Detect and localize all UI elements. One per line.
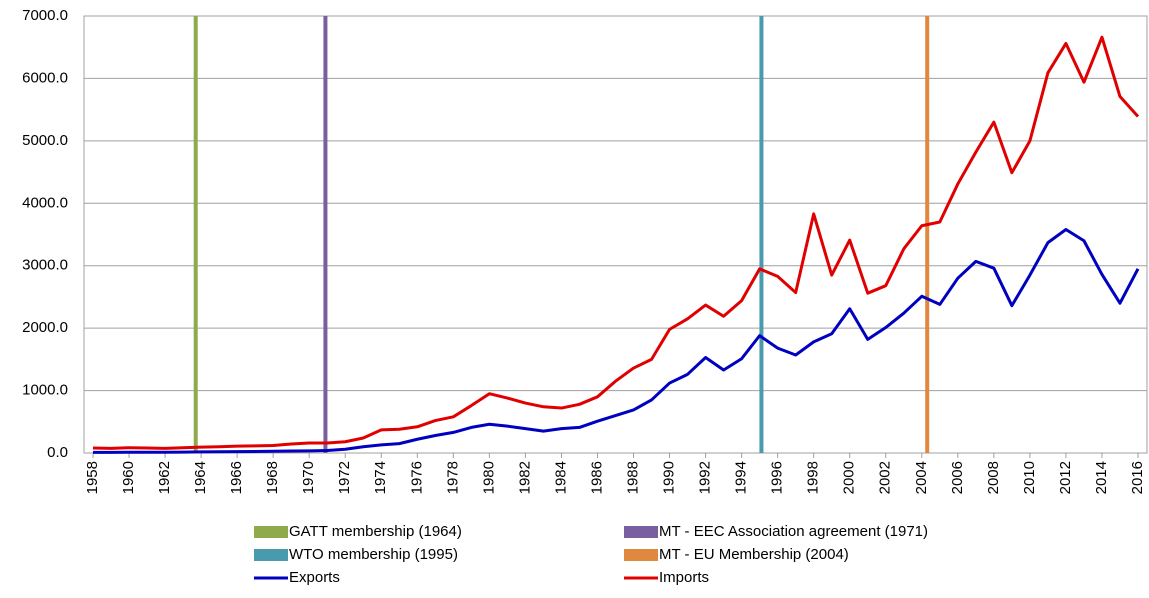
legend-swatch: [624, 549, 658, 561]
legend-swatch: [254, 526, 288, 538]
x-tick-label: 2002: [877, 461, 894, 494]
x-tick-label: 1996: [769, 461, 786, 494]
x-tick-label: 1968: [264, 461, 281, 494]
x-tick-label: 1984: [552, 461, 569, 494]
legend-label: MT - EEC Association agreement (1971): [659, 523, 928, 540]
y-tick-label: 1000.0: [22, 382, 68, 399]
x-tick-label: 1958: [84, 461, 101, 494]
series-line: [92, 35, 1140, 450]
x-tick-label: 1994: [733, 461, 750, 494]
legend-label: MT - EU Membership (2004): [659, 546, 849, 563]
y-tick-label: 5000.0: [22, 132, 68, 149]
x-tick-label: 2008: [985, 461, 1002, 494]
x-tick-label: 1990: [661, 461, 678, 494]
x-tick-label: 2012: [1057, 461, 1074, 494]
series-line: [93, 228, 1140, 454]
x-tick-label: 1974: [372, 461, 389, 494]
x-tick-label: 1976: [408, 461, 425, 494]
x-tick-label: 2016: [1129, 461, 1146, 494]
x-tick-label: 1998: [805, 461, 822, 494]
x-tick-label: 1978: [444, 461, 461, 494]
x-tick-label: 1962: [156, 461, 173, 494]
x-tick-label: 1986: [588, 461, 605, 494]
legend-swatch: [624, 526, 658, 538]
y-tick-label: 2000.0: [22, 319, 68, 336]
x-tick-label: 1964: [192, 461, 209, 494]
legend-label: WTO membership (1995): [289, 546, 458, 563]
legend-label: Imports: [659, 569, 709, 586]
y-tick-label: 6000.0: [22, 69, 68, 86]
x-tick-label: 1988: [624, 461, 641, 494]
x-tick-label: 1970: [300, 461, 317, 494]
legend-label: GATT membership (1964): [289, 523, 462, 540]
x-tick-label: 2004: [913, 461, 930, 494]
y-tick-label: 4000.0: [22, 194, 68, 211]
x-tick-label: 2010: [1021, 461, 1038, 494]
x-tick-label: 1982: [516, 461, 533, 494]
x-tick-label: 1972: [336, 461, 353, 494]
x-tick-label: 1960: [120, 461, 137, 494]
plot-border: [83, 15, 1148, 454]
x-tick-label: 2006: [949, 461, 966, 494]
y-tick-label: 7000.0: [22, 7, 68, 24]
x-tick-label: 1992: [697, 461, 714, 494]
x-tick-label: 2000: [841, 461, 858, 494]
x-tick-label: 2014: [1093, 461, 1110, 494]
x-tick-label: 1966: [228, 461, 245, 494]
x-tick-label: 1980: [480, 461, 497, 494]
legend-label: Exports: [289, 569, 340, 586]
legend-swatch: [254, 549, 288, 561]
y-tick-label: 0.0: [47, 444, 68, 461]
y-tick-label: 3000.0: [22, 257, 68, 274]
